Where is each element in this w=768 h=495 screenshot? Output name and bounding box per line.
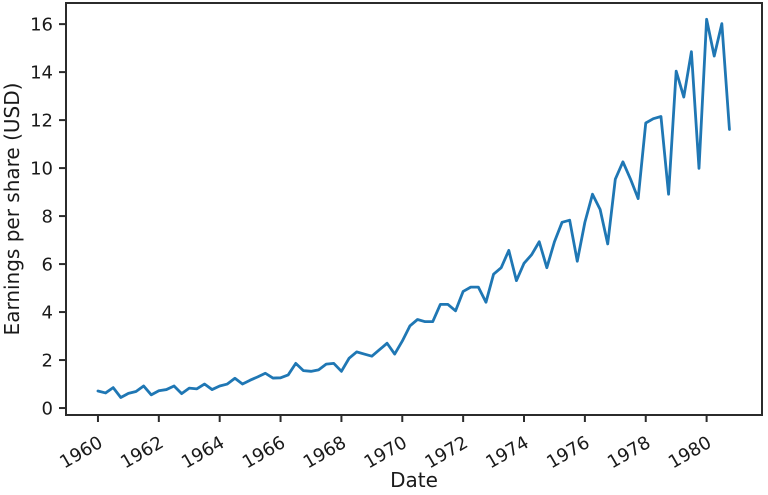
- x-axis-title: Date: [390, 468, 438, 492]
- x-tick-label: 1960: [56, 432, 106, 473]
- x-axis-ticks: 1960 1962 1964 1966 1968 1970 1972 1974 1976 1978…: [56, 415, 715, 473]
- x-tick-label: 1980: [665, 432, 715, 473]
- y-tick-label: 10: [30, 159, 53, 180]
- y-tick-label: 12: [30, 111, 53, 132]
- y-tick-label: 2: [42, 351, 53, 372]
- plot-area-border: [65, 2, 763, 416]
- x-tick-label: 1964: [178, 432, 228, 473]
- x-tick-label: 1962: [117, 432, 167, 473]
- y-tick-label: 4: [42, 303, 53, 324]
- y-axis-ticks: 0 2 4 6 8 10 12 14 16: [30, 15, 66, 420]
- x-tick-label: 1966: [239, 432, 289, 473]
- y-tick-label: 0: [42, 399, 53, 420]
- y-tick-label: 8: [42, 207, 53, 228]
- y-tick-label: 16: [30, 15, 53, 36]
- x-tick-label: 1978: [604, 432, 654, 473]
- y-tick-label: 6: [42, 255, 53, 276]
- x-tick-label: 1968: [300, 432, 350, 473]
- y-tick-label: 14: [30, 63, 53, 84]
- earnings-line-series: [96, 17, 731, 399]
- x-tick-label: 1974: [482, 432, 532, 473]
- x-tick-label: 1976: [543, 432, 593, 473]
- y-axis-title: Earnings per share (USD): [0, 83, 24, 336]
